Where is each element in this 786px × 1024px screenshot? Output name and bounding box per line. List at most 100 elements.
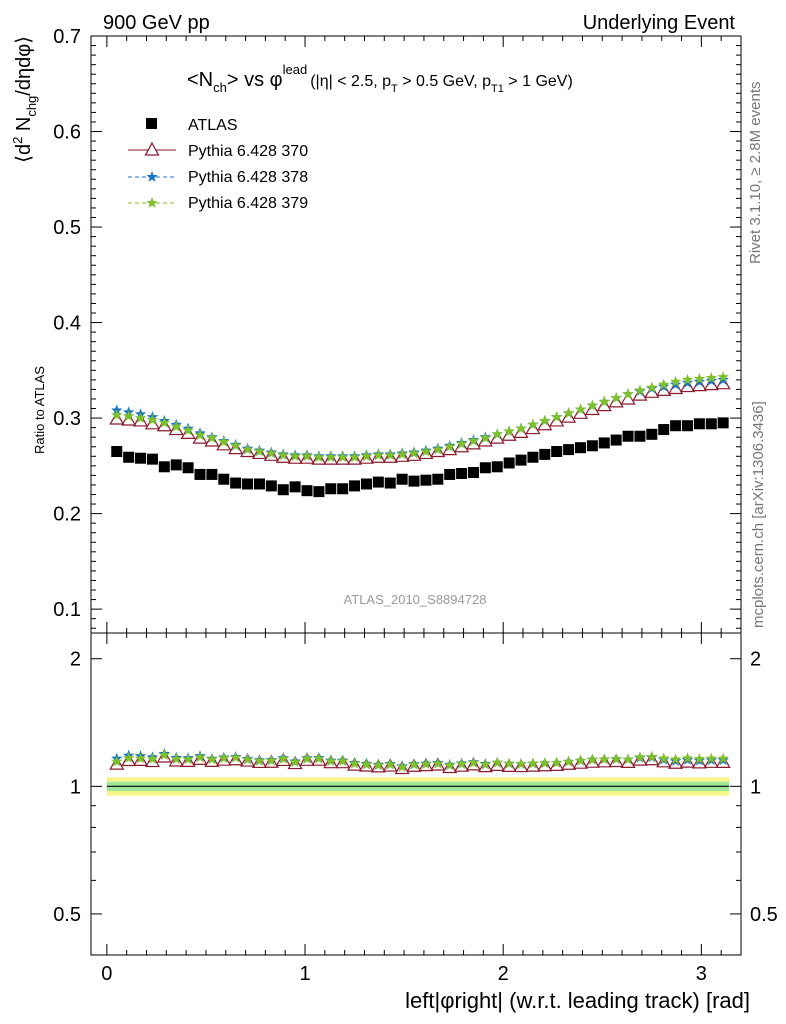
pythia-379-ratio-point [301,752,313,764]
pythia-379-ratio-point [693,753,706,764]
pythia-370-ratio-point [287,755,303,770]
ratio-tick-label: 0.5 [53,904,81,926]
legend: ATLAS Pythia 6.428 370 Pythia 6.428 378 … [128,117,308,212]
pythia-379-point [586,399,599,411]
pythia-370-point [477,433,493,447]
y-tick-label: 0.2 [53,504,81,526]
pythia-370-point [513,424,529,439]
pythia-379-ratio-point [337,755,349,767]
pythia-370-ratio-point [192,751,208,765]
pythia-379-point [681,373,694,385]
pythia-379-ratio-point [527,757,539,769]
atlas-point [622,430,634,442]
atlas-point [349,480,361,492]
pythia-379-ratio-point [325,755,337,767]
y-tick-label: 0.7 [53,26,81,48]
atlas-point [170,459,182,471]
pythia-370-ratio-point [442,759,458,774]
pythia-370-point [572,405,589,419]
pythia-379-ratio-point [420,758,432,770]
ratio-series-1 [109,749,731,775]
pythia-370-ratio-point [513,758,529,773]
pythia-379-point [467,435,480,446]
pythia-370-point [430,443,446,458]
pythia-379-ratio-point [705,752,717,764]
pythia-370-point [406,447,422,461]
pythia-370-ratio-point [109,756,125,770]
pythia-379-point [206,432,218,443]
pythia-379-ratio-point [432,757,444,769]
pythia-370-ratio-point [216,752,232,766]
pythia-370-point [596,397,612,412]
pythia-379-point [348,451,361,463]
pythia-379-point [134,412,147,423]
pythia-370-point [347,451,363,465]
pythia-379-point [325,451,337,463]
pythia-379-point [253,445,266,457]
pythia-379-ratio-point [384,758,396,770]
pythia-379-point [360,450,373,462]
y-tick-labels: 0.1 0.2 0.3 0.4 0.5 0.6 0.7 [53,26,81,621]
series-2 [111,373,729,462]
pythia-379-ratio-point [111,755,123,767]
atlas-point [705,418,717,430]
pythia-370-ratio-point [620,754,636,769]
pythia-379-point [646,381,658,393]
atlas-point [634,430,646,442]
pythia-370-ratio-point [477,758,493,773]
pythia-370-ratio-point [537,758,553,772]
pythia-370-point [323,451,339,465]
pythia-370-point [549,413,565,427]
atlas-point [182,462,194,474]
ratio-y-axis-label: Ratio to ATLAS [32,366,47,454]
atlas-point [574,442,586,454]
pythia-379-point [337,451,349,463]
atlas-point [681,420,693,432]
pythia-370-ratio-point [382,758,398,772]
ratio-tick-label: 1 [70,776,81,798]
pythia-370-point [537,417,553,431]
pythia-379-ratio-point [467,756,480,768]
x-tick-label: 1 [299,963,310,985]
x-tick-label: 2 [498,963,509,985]
pythia-370-point [584,401,600,416]
atlas-point [337,483,349,495]
pythia-379-ratio-point [289,756,301,767]
atlas-point [111,446,123,458]
pythia-379-ratio-point [551,756,563,768]
pythia-370-ratio-point [240,753,256,767]
pythia-379-point [158,416,170,428]
atlas-point [503,457,515,469]
pythia-379-ratio-point [194,751,206,763]
ratio-tick-label: 2 [70,649,81,671]
atlas-point [646,428,658,440]
ratio-tick-label-right: 1 [750,776,761,798]
pythia-379-point [717,371,729,382]
pythia-379-point [301,450,313,462]
pythia-379-point [111,409,123,421]
pythia-379-point [408,447,420,459]
pythia-370-ratio-point [656,754,672,768]
pythia-370-point [311,451,327,465]
mcplots-reference-label: mcplots.cern.ch [arXiv:1306.3436] [750,401,767,628]
pythia-379-point [265,447,277,459]
atlas-point [396,473,408,485]
atlas-point [242,478,254,490]
atlas-point [693,418,705,430]
pythia-379-ratio-point [241,753,254,765]
pythia-379-ratio-point [277,753,289,764]
pythia-370-point [263,447,279,461]
pythia-370-ratio-point [679,754,696,768]
pythia-379-ratio-point [717,752,729,764]
pythia-370-point [109,411,125,425]
pythia-379-point [574,403,587,415]
pythia-370-point [382,449,398,463]
pythia-370-point [561,409,577,423]
legend-label-378: Pythia 6.428 378 [188,169,308,186]
atlas-point [253,478,265,490]
pythia-370-point [608,394,624,408]
pythia-370-ratio-point [549,757,565,771]
pythia-370-point [121,412,137,426]
pythia-370-ratio-point [703,754,719,768]
pythia-370-point [418,445,434,460]
